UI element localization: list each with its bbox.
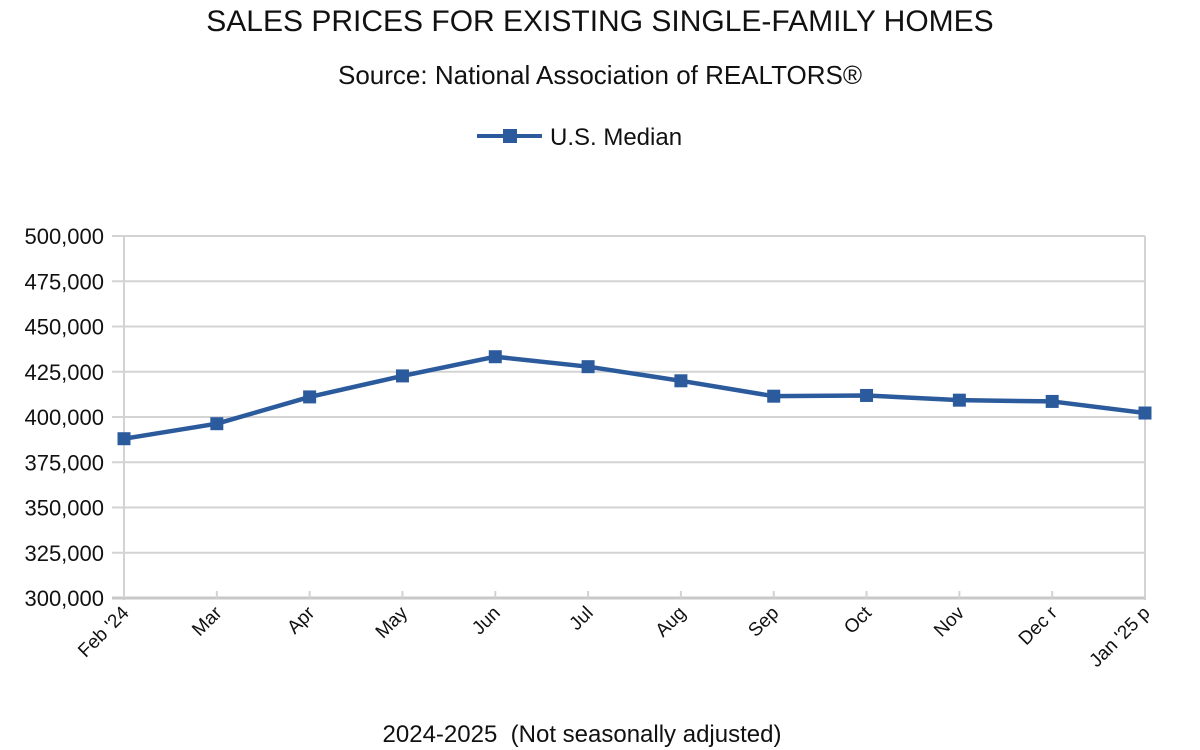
- x-axis-title: 2024-2025 (Not seasonally adjusted): [383, 721, 782, 748]
- x-tick-label: Dec r: [1015, 602, 1062, 649]
- data-point-marker: [1138, 406, 1152, 420]
- legend: U.S. Median: [477, 124, 682, 151]
- x-tick-label: Feb '24: [74, 602, 134, 662]
- x-tick-label: Jun: [468, 603, 505, 640]
- chart-title: SALES PRICES FOR EXISTING SINGLE-FAMILY …: [206, 5, 993, 38]
- y-tick-label: 400,000: [24, 405, 104, 430]
- y-tick-label: 325,000: [24, 541, 104, 566]
- data-point-marker: [395, 369, 409, 383]
- series-line: [123, 354, 1146, 441]
- y-tick-label: 500,000: [24, 224, 104, 249]
- x-tick-label: Aug: [652, 603, 691, 642]
- data-point-marker: [767, 389, 781, 403]
- y-tick-label: 375,000: [24, 450, 104, 475]
- data-point-marker: [210, 417, 224, 431]
- x-tick-label: Apr: [283, 602, 319, 638]
- y-tick-label: 450,000: [24, 315, 104, 340]
- x-tick-label: Nov: [930, 602, 969, 641]
- data-point-marker: [952, 393, 966, 407]
- data-point-marker: [303, 390, 317, 404]
- x-tick-label: May: [372, 602, 413, 643]
- data-point-marker: [860, 388, 874, 402]
- series-us-median: [117, 350, 1152, 446]
- y-tick-label: 425,000: [24, 360, 104, 385]
- data-point-marker: [488, 350, 502, 364]
- x-tick-label: Oct: [840, 602, 876, 638]
- x-tick-label: Sep: [745, 603, 784, 642]
- chart-subtitle: Source: National Association of REALTORS…: [338, 60, 862, 90]
- x-tick-label: Jul: [566, 603, 598, 635]
- x-tick-label: Mar: [188, 602, 226, 640]
- data-point-marker: [674, 374, 688, 388]
- y-tick-label: 350,000: [24, 496, 104, 521]
- data-point-marker: [581, 360, 595, 374]
- y-axis-tick-labels: 300,000 325,000 350,000 375,000 400,000 425,0…: [24, 224, 104, 611]
- data-point-marker: [1045, 394, 1059, 408]
- y-tick-label: 300,000: [24, 586, 104, 611]
- x-tick-label: Jan '25 p: [1086, 603, 1155, 672]
- y-tick-label: 475,000: [24, 269, 104, 294]
- data-point-marker: [117, 432, 131, 446]
- legend-marker-swatch: [503, 129, 517, 143]
- legend-label: U.S. Median: [550, 124, 682, 151]
- x-axis-tick-labels: Feb '24 Mar Apr May Jun Jul Aug Sep Oct Nov Dec r J…: [74, 602, 1154, 671]
- gridlines: [112, 235, 1145, 599]
